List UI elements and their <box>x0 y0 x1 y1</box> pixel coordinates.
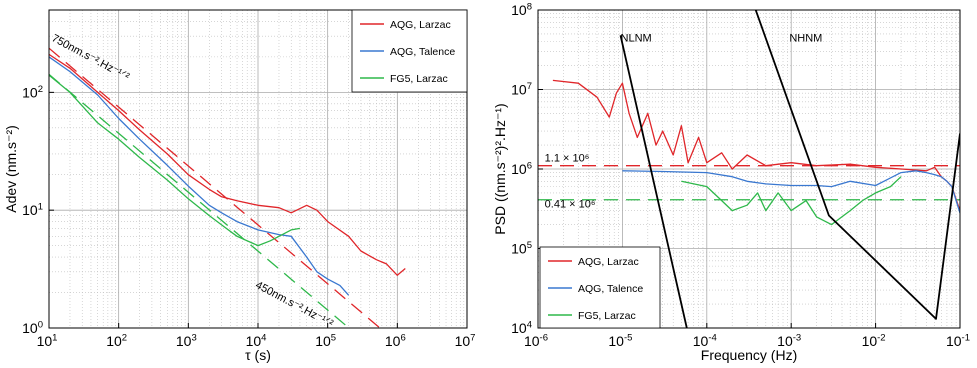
psd-chart: 10-6 10-5 10-4 10-3 10-2 10-1 104 105 106 107 108 F… <box>492 1 970 363</box>
x-tick-label: 103 <box>176 332 197 349</box>
y-tick-label: 101 <box>22 202 43 219</box>
x-tick-label: 10-4 <box>693 332 718 349</box>
x-tick-label: 102 <box>106 332 127 349</box>
reference-line <box>49 47 381 328</box>
series-line <box>754 10 960 320</box>
x-tick-label: 101 <box>37 332 58 349</box>
plot-area <box>49 47 406 328</box>
annotation-label: 450nm.s⁻².Hz⁻¹ᐟ² <box>253 279 335 330</box>
series-line <box>619 35 688 328</box>
annotation-label: NLNM <box>621 33 652 45</box>
y-tick-label: 108 <box>511 1 532 18</box>
x-tick-label: 105 <box>315 332 336 349</box>
y-tick-label: 102 <box>22 84 43 101</box>
series-line <box>49 74 301 247</box>
x-axis-label: τ (s) <box>245 347 271 363</box>
x-tick-label: 106 <box>385 332 406 349</box>
series-line <box>552 79 960 211</box>
x-tick-label: 10-6 <box>524 332 548 349</box>
legend-label: FG5, Larzac <box>578 310 636 322</box>
annotation-label: NHNM <box>789 33 822 45</box>
legend-label: AQG, Larzac <box>578 256 639 268</box>
series-line <box>49 53 406 276</box>
y-axis-label: Adev (nm.s⁻²) <box>3 125 19 213</box>
annotation-label: 0.41 × 10⁶ <box>545 198 596 210</box>
x-tick-label: 107 <box>455 332 476 349</box>
legend: AQG, Larzac AQG, Talence FG5, Larzac <box>351 9 468 93</box>
legend: AQG, Larzac AQG, Talence FG5, Larzac <box>539 246 661 329</box>
plot-area <box>538 10 960 328</box>
series-line <box>49 56 350 296</box>
legend-label: AQG, Larzac <box>390 19 451 31</box>
legend-label: AQG, Talence <box>390 46 455 58</box>
y-axis-label: PSD ((nm.s⁻²)².Hz⁻¹) <box>492 103 508 234</box>
x-tick-label: 10-2 <box>862 332 886 349</box>
y-tick-label: 107 <box>511 81 532 98</box>
legend-label: AQG, Talence <box>578 283 643 295</box>
series-line <box>681 176 902 226</box>
y-tick-label: 100 <box>22 319 43 336</box>
x-axis-label: Frequency (Hz) <box>701 347 797 363</box>
x-tick-label: 10-1 <box>946 332 970 349</box>
annotation-label: 1.1 × 10⁶ <box>545 152 590 164</box>
legend-label: FG5, Larzac <box>390 73 448 85</box>
reference-line <box>49 73 350 328</box>
annotation-label: 750nm.s⁻².Hz⁻¹ᐟ² <box>50 32 132 83</box>
x-tick-label: 10-3 <box>777 332 801 349</box>
y-tick-label: 105 <box>511 240 532 257</box>
y-tick-label: 106 <box>511 160 532 177</box>
grid <box>537 9 961 329</box>
y-tick-label: 104 <box>511 319 533 336</box>
x-tick-label: 10-5 <box>608 332 632 349</box>
x-tick-label: 104 <box>246 332 268 349</box>
series-line <box>622 170 960 214</box>
